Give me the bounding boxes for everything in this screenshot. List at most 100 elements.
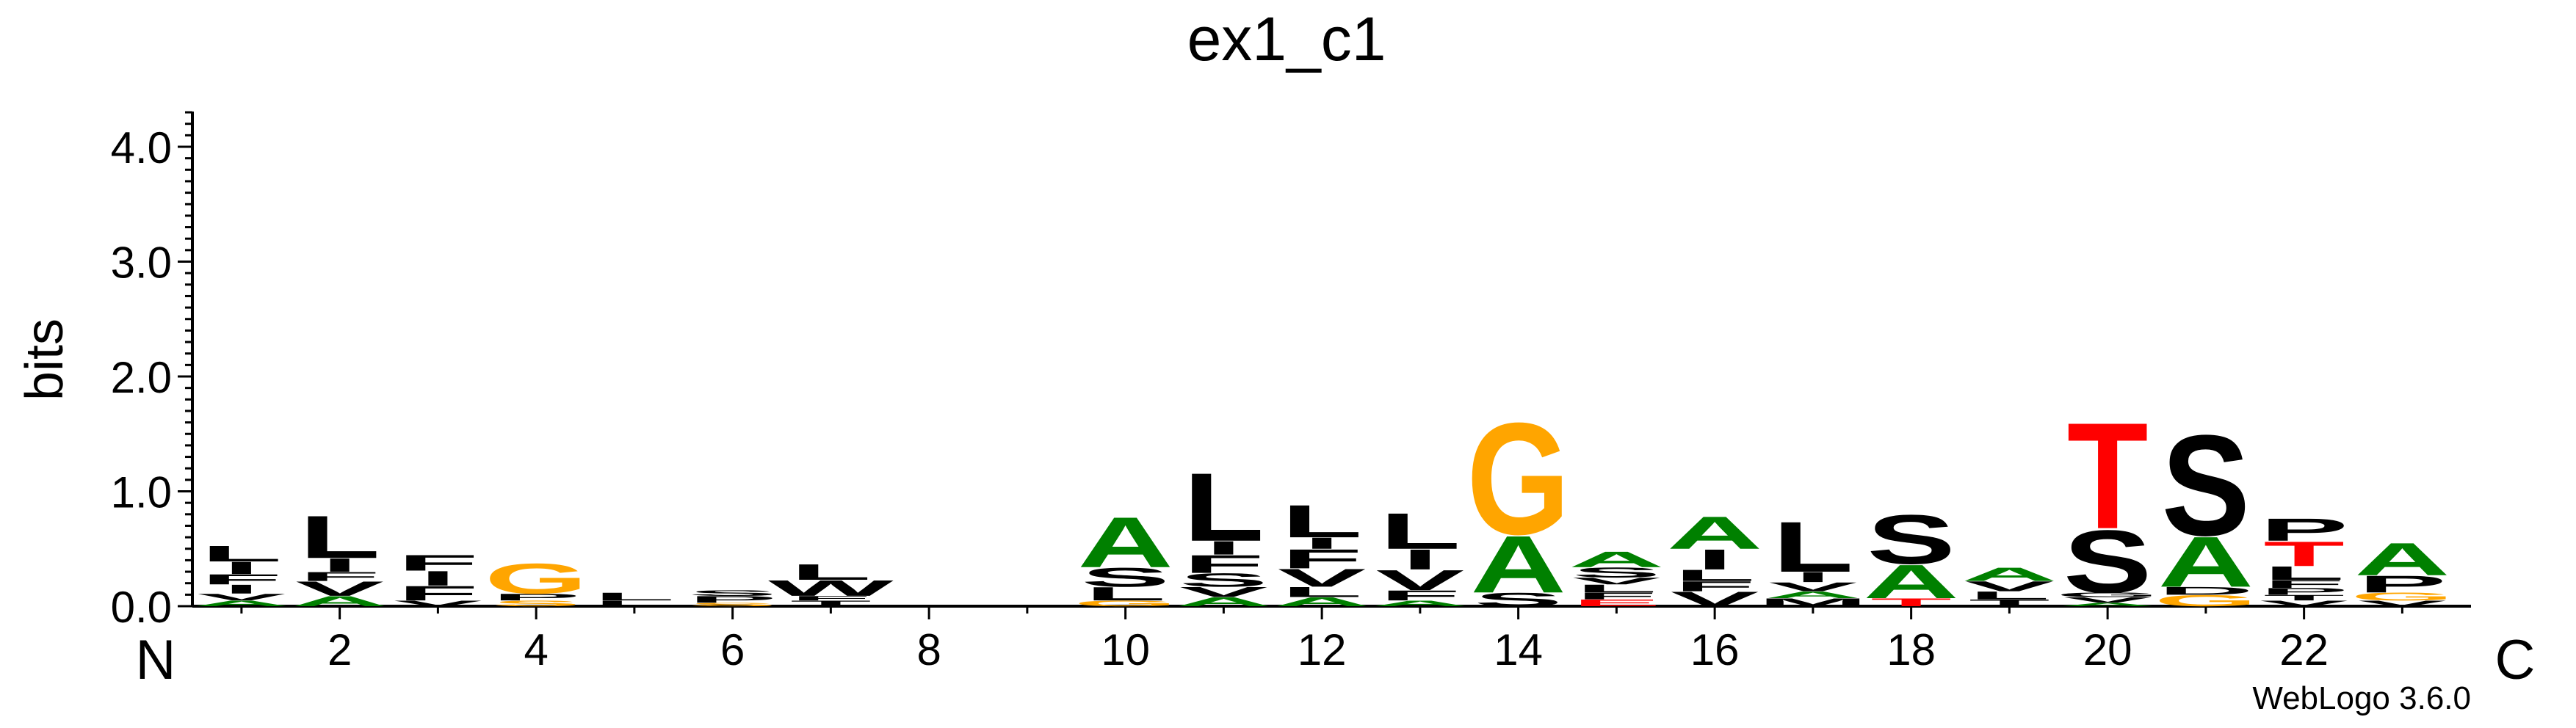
residue-glyph-G: G: [2056, 592, 2160, 599]
x-tick-label: 20: [2083, 625, 2132, 674]
residue-glyph-G: G: [1466, 390, 1570, 568]
residue-glyph-S: S: [1572, 564, 1661, 580]
x-tick-label: 2: [328, 625, 352, 674]
residue-glyph-S: S: [688, 589, 777, 597]
residue-glyph--: -: [907, 605, 951, 606]
x-tick-label: 18: [1886, 625, 1936, 674]
residue-glyph-T: T: [2263, 593, 2345, 602]
residue-glyph-P: P: [492, 592, 581, 603]
residue-glyph-L: L: [1969, 589, 2050, 602]
residue-glyph-P: P: [2358, 571, 2447, 598]
residue-glyph-F: F: [1380, 588, 1461, 604]
residue-glyph--: -: [1005, 605, 1049, 606]
residue-glyph-I: I: [1303, 534, 1340, 552]
residue-glyph-T: T: [790, 599, 872, 608]
residue-glyph-V: V: [2260, 599, 2348, 608]
residue-glyph-A: A: [1765, 589, 1862, 600]
residue-glyph-P: P: [2260, 586, 2348, 597]
x-tick-label: 6: [720, 625, 745, 674]
x-tick-label: 16: [1690, 625, 1740, 674]
weblogo-credit: WebLogo 3.6.0: [2252, 680, 2471, 716]
x-tick-label: 12: [1298, 625, 1347, 674]
residue-glyph-F: F: [201, 572, 283, 588]
residue-glyph-V: V: [1278, 564, 1367, 592]
stack-pos-9: -: [1005, 605, 1049, 606]
x-tick-label: 22: [2279, 625, 2329, 674]
residue-glyph-F: F: [397, 550, 479, 575]
residue-glyph-M: M: [1758, 596, 1869, 608]
residue-glyph-S: S: [492, 599, 581, 608]
n-terminus-label: N: [136, 629, 176, 691]
residue-glyph-A: A: [1569, 547, 1665, 572]
residue-glyph-I: I: [1795, 569, 1831, 586]
residue-glyph-I: I: [1402, 543, 1439, 575]
residue-glyph-A: A: [1077, 502, 1173, 583]
axes: 0.0 1.0 2.0 3.0 4.0 2 4 6 8 10 12 14 16 18 20 22: [111, 111, 2471, 674]
residue-glyph-A: A: [1372, 599, 1469, 608]
residue-glyph-V: V: [1179, 584, 1268, 600]
y-tick-label: 3.0: [111, 239, 172, 288]
residue-glyph-S: S: [1474, 589, 1563, 611]
residue-glyph-T: T: [2067, 391, 2149, 561]
residue-glyph-L: L: [1281, 584, 1363, 600]
residue-glyph-A: A: [1176, 594, 1272, 608]
residue-glyph-P: P: [2260, 512, 2348, 547]
x-tick-label: 8: [916, 625, 941, 674]
residue-glyph-I: I: [321, 555, 358, 576]
residue-glyph-T: T: [1870, 596, 1952, 608]
residue-glyph-I: I: [223, 558, 260, 578]
residue-glyph-L: L: [1085, 583, 1166, 605]
stack-pos-6: SPS: [688, 589, 777, 607]
residue-glyph-A: A: [2354, 534, 2450, 586]
y-tick-label: 1.0: [111, 468, 172, 517]
residue-glyph-A: A: [1667, 507, 1763, 559]
residue-glyph-A: A: [1863, 555, 1959, 608]
residue-glyph-A: A: [1470, 519, 1566, 610]
residue-glyph-F: F: [397, 582, 479, 605]
residue-glyph-I: I: [419, 567, 456, 590]
residue-glyph-I: I: [1205, 537, 1242, 558]
residue-glyph-S: S: [1081, 562, 1170, 592]
residue-glyph-L: L: [299, 503, 380, 571]
residue-glyph-V: V: [394, 599, 482, 608]
residue-glyph-G: G: [1074, 599, 1177, 608]
x-tick-label: 4: [524, 625, 548, 674]
residue-glyph-V: V: [2063, 596, 2152, 605]
residue-glyph-A: A: [292, 593, 388, 609]
residue-glyph-F: F: [1674, 578, 1756, 594]
y-tick-label: 2.0: [111, 353, 172, 402]
residue-glyph-F: F: [1576, 591, 1657, 602]
residue-glyph-F: F: [1281, 544, 1363, 574]
residue-glyph-L: L: [2263, 563, 2345, 584]
residue-glyph-V: V: [198, 592, 286, 603]
residue-glyph-T: T: [2263, 534, 2345, 573]
residue-glyph-F: F: [1183, 550, 1265, 578]
residue-glyph-T: T: [1969, 597, 2050, 608]
residue-glyph-S: S: [1179, 569, 1268, 591]
residue-glyph-V: V: [1376, 564, 1465, 597]
residue-glyph-I: I: [223, 582, 260, 596]
residue-glyph-G: G: [485, 555, 588, 603]
residue-glyph-S: S: [2162, 404, 2251, 565]
x-tick-label: 10: [1101, 625, 1150, 674]
residue-glyph-V: V: [1572, 576, 1661, 587]
residue-glyph-V: V: [295, 578, 384, 600]
stack-pos-5: LL: [594, 591, 676, 608]
residue-glyph-V: V: [1769, 580, 1858, 594]
residue-glyph-L: L: [1576, 583, 1657, 595]
residue-glyph-L: L: [1674, 567, 1756, 584]
residue-glyph-A: A: [1274, 594, 1370, 608]
residue-glyph-S: S: [2063, 512, 2152, 612]
residue-glyph-L: L: [1773, 506, 1854, 587]
residue-glyph-F: F: [2263, 578, 2345, 590]
